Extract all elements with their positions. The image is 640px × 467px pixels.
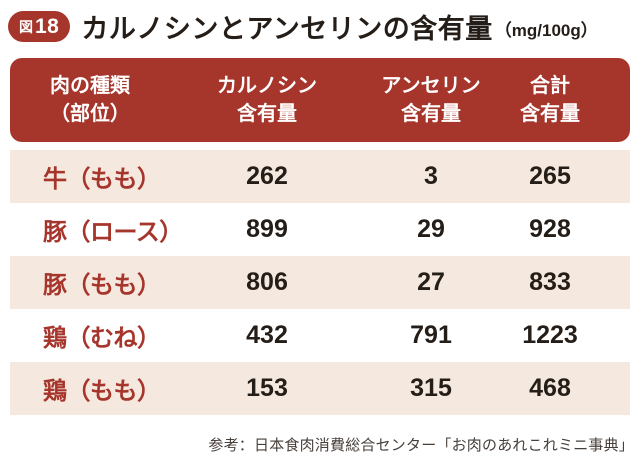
column-header-anserine: アンセリン 含有量 [381,75,481,125]
total-value: 1223 [522,321,578,349]
total-value: 265 [529,162,571,190]
carnosine-value: 899 [246,215,288,243]
table-row-pork-loin: 豚（ロース） 899 29 928 [10,203,630,256]
anserine-value: 29 [417,215,445,243]
meat-type-cell: 鶏（むね） [43,325,161,352]
meat-type-cell: 豚（ロース） [43,219,183,246]
table-row-pork-round: 豚（もも） 806 27 833 [10,256,630,309]
figure-badge-prefix: 図 [19,18,33,35]
meat-content-table: 肉の種類 （部位） カルノシン 含有量 アンセリン 含有量 合計 含有量 牛（も… [10,58,630,415]
table-body: 牛（もも） 262 3 265 豚（ロース） 899 29 928 豚（もも） … [10,150,630,415]
column-header-total: 合計 含有量 [520,75,580,125]
total-value: 833 [529,268,571,296]
total-value: 928 [529,215,571,243]
meat-type-cell: 牛（もも） [43,166,161,193]
source-note: 参考：日本食肉消費総合センター「お肉のあれこれミニ事典」 [208,437,634,454]
figure-unit-label: （mg/100g） [494,21,598,40]
figure-title-row: 図 18 カルノシンとアンセリンの含有量 （mg/100g） [0,0,640,44]
table-row-beef-round: 牛（もも） 262 3 265 [10,150,630,203]
carnosine-value: 806 [246,268,288,296]
table-row-chicken-breast: 鶏（むね） 432 791 1223 [10,309,630,362]
anserine-value: 27 [417,268,445,296]
meat-type-cell: 鶏（もも） [43,378,161,405]
column-header-meat-type: 肉の種類 （部位） [50,75,130,125]
anserine-value: 791 [410,321,452,349]
meat-type-cell: 豚（もも） [43,272,161,299]
figure-badge-number: 18 [35,14,60,38]
column-header-carnosine: カルノシン 含有量 [217,75,317,125]
table-header-row: 肉の種類 （部位） カルノシン 含有量 アンセリン 含有量 合計 含有量 [10,58,630,142]
anserine-value: 3 [424,162,438,190]
carnosine-value: 432 [246,321,288,349]
total-value: 468 [529,374,571,402]
anserine-value: 315 [410,374,452,402]
figure-number-badge: 図 18 [8,11,71,42]
carnosine-value: 153 [246,374,288,402]
figure-title: カルノシンとアンセリンの含有量 [81,14,493,44]
carnosine-value: 262 [246,162,288,190]
table-row-chicken-thigh: 鶏（もも） 153 315 468 [10,362,630,415]
